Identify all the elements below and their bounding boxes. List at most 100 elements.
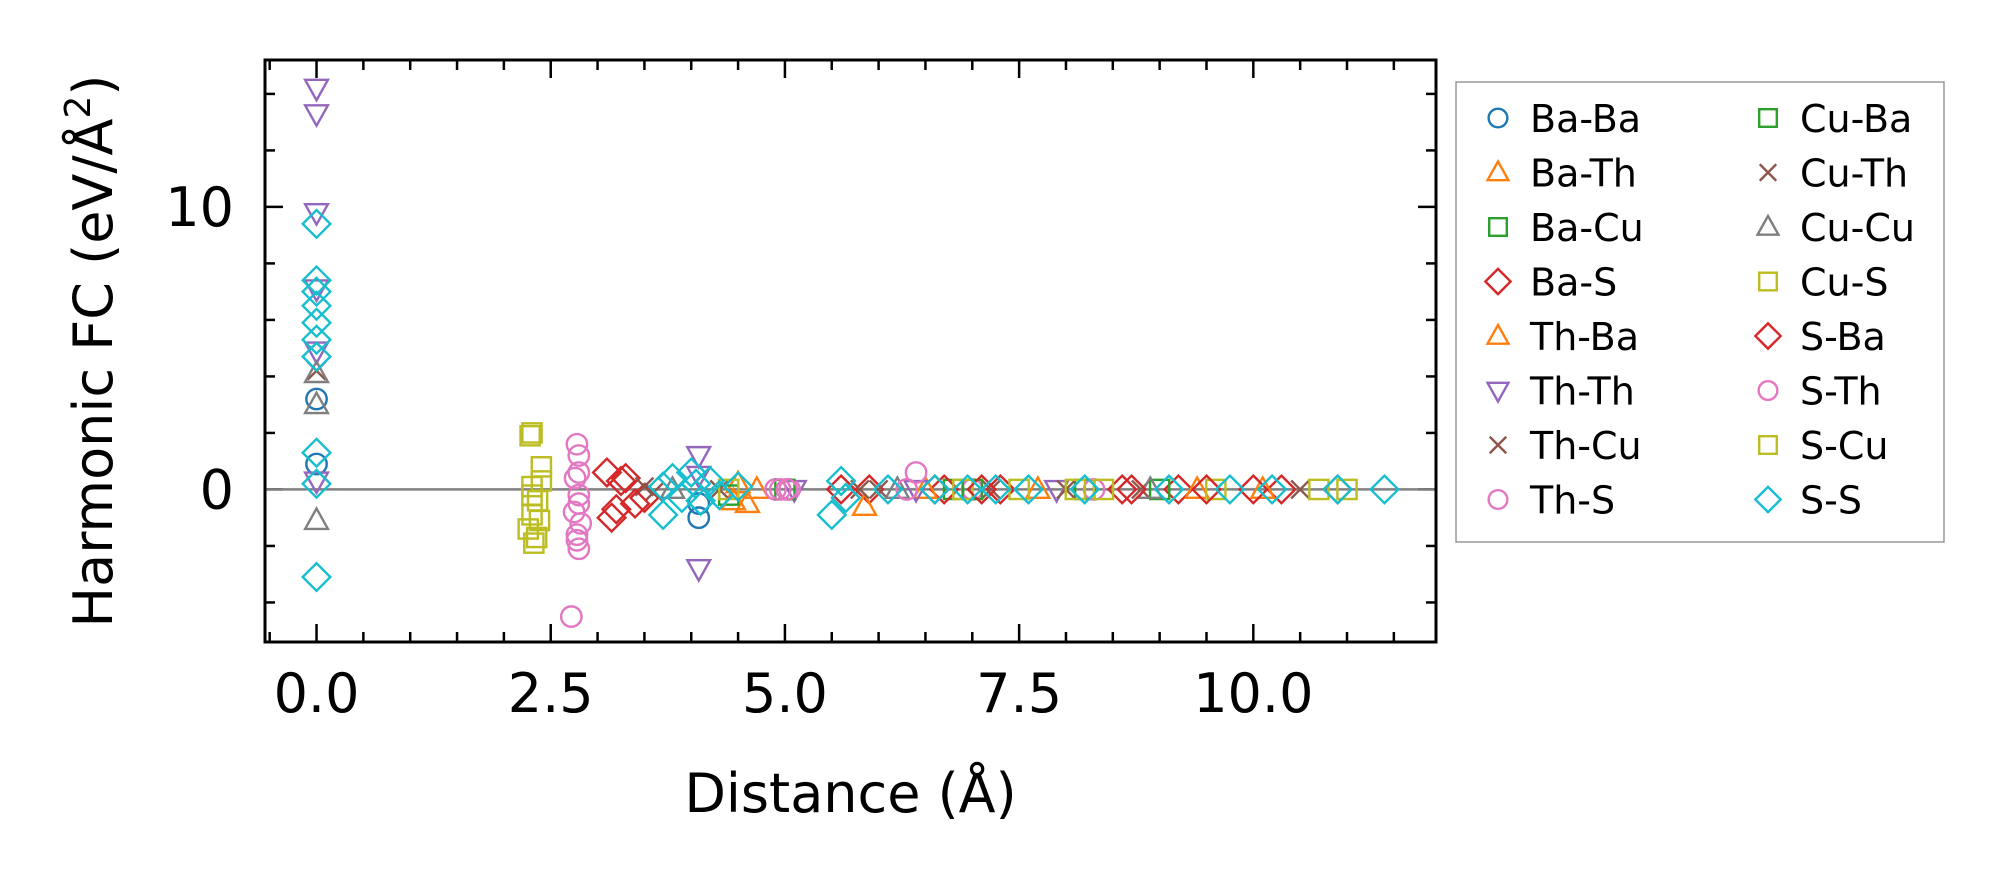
data-point-s-th xyxy=(768,478,792,501)
y-axis-title: Harmonic FC (eV/Å2) xyxy=(58,75,125,628)
y-tick-labels: 0 10 xyxy=(165,176,234,522)
legend-marker-ba-s xyxy=(1483,267,1513,296)
x-tick-label: 0.0 xyxy=(274,662,360,725)
data-point-s-s xyxy=(301,307,333,339)
data-point-th-s xyxy=(565,523,589,547)
data-point-s-s xyxy=(301,468,333,500)
y-axis-title-close: ) xyxy=(62,75,125,96)
data-point-th-ba xyxy=(911,474,939,500)
x-axis-title: Distance (Å) xyxy=(684,761,1016,825)
data-point-s-s xyxy=(301,437,333,469)
legend-label-th-cu: Th-Cu xyxy=(1529,424,1642,468)
data-point-th-th xyxy=(303,471,330,496)
legend-item-ba-ba: Ba-Ba xyxy=(1487,97,1641,141)
data-point-th-cu xyxy=(1290,479,1311,500)
series-s-s xyxy=(301,208,1400,593)
data-point-s-s xyxy=(1214,473,1246,505)
data-point-cu-s xyxy=(523,532,545,554)
data-point-cu-s xyxy=(1336,478,1358,501)
data-point-s-th xyxy=(567,461,591,484)
legend-item-ba-th: Ba-Th xyxy=(1485,152,1637,196)
legend-marker-th-cu xyxy=(1488,435,1508,455)
data-point-s-s xyxy=(952,473,984,505)
legend-marker-ba-ba xyxy=(1487,107,1509,129)
data-point-s-s xyxy=(680,468,712,500)
x-tick-label: 10.0 xyxy=(1193,662,1313,725)
axis-ticks xyxy=(265,60,1436,642)
legend-item-ba-s: Ba-S xyxy=(1483,261,1617,305)
data-point-ba-ba xyxy=(305,452,328,476)
data-point-s-s xyxy=(301,264,333,296)
data-point-cu-cu xyxy=(303,359,330,384)
legend-label-cu-th: Cu-Th xyxy=(1800,152,1908,196)
data-point-th-th xyxy=(303,279,330,304)
plot-area-frame xyxy=(263,58,1438,644)
legend-label-ba-th: Ba-Th xyxy=(1530,152,1637,196)
legend-marker-s-ba xyxy=(1753,321,1783,351)
data-point-th-s xyxy=(563,466,587,490)
legend-label-ba-cu: Ba-Cu xyxy=(1530,206,1644,250)
data-point-th-s xyxy=(567,483,591,507)
legend-item-cu-cu: Cu-Cu xyxy=(1755,206,1915,250)
legend-label-th-ba: Th-Ba xyxy=(1529,315,1639,359)
data-point-s-s xyxy=(1153,473,1185,505)
data-point-th-cu xyxy=(981,479,1001,500)
data-point-th-th xyxy=(685,558,713,584)
data-point-s-s xyxy=(825,465,857,497)
series-s-th xyxy=(565,461,919,552)
data-point-s-s xyxy=(301,290,333,322)
legend-item-cu-ba: Cu-Ba xyxy=(1757,97,1912,141)
legend-marker-cu-ba xyxy=(1757,107,1778,128)
data-point-s-cu xyxy=(521,484,543,506)
y-tick-label: 10 xyxy=(165,176,234,239)
legend-marker-s-cu xyxy=(1757,435,1778,456)
legend-marker-cu-s xyxy=(1757,271,1778,292)
x-tick-label: 5.0 xyxy=(742,662,828,725)
data-point-cu-s xyxy=(1064,478,1087,501)
data-point-s-s xyxy=(830,482,862,514)
data-point-cu-th xyxy=(868,479,889,500)
y-axis-title-superscript: 2 xyxy=(58,96,99,119)
data-point-th-s xyxy=(565,432,589,456)
data-point-cu-s xyxy=(519,424,541,447)
y-axis-title-main: Harmonic FC (eV/Å xyxy=(61,118,125,627)
data-point-s-s xyxy=(301,276,333,308)
data-point-cu-cu xyxy=(303,390,330,415)
data-point-th-ba xyxy=(1024,474,1052,500)
legend-label-s-th: S-Th xyxy=(1800,370,1882,414)
data-point-s-cu xyxy=(1092,478,1115,501)
data-point-th-ba xyxy=(851,491,878,516)
legend-item-th-s: Th-S xyxy=(1487,479,1615,523)
data-point-cu-s xyxy=(521,422,543,444)
data-point-th-ba xyxy=(1183,474,1211,500)
legend-item-s-ba: S-Ba xyxy=(1753,315,1886,359)
data-point-s-ba xyxy=(605,465,637,497)
data-point-s-s xyxy=(301,208,333,240)
legend-item-th-ba: Th-Ba xyxy=(1485,315,1639,359)
legend-frame xyxy=(1455,81,1945,543)
legend-item-cu-s: Cu-S xyxy=(1757,261,1888,305)
legend-item-th-th: Th-Th xyxy=(1485,370,1635,414)
legend-marker-th-ba xyxy=(1485,322,1511,345)
data-point-ba-ba xyxy=(687,506,711,530)
legend-marker-th-s xyxy=(1487,488,1509,511)
legend-label-cu-cu: Cu-Cu xyxy=(1800,206,1915,250)
legend-label-ba-ba: Ba-Ba xyxy=(1530,97,1641,141)
legend-item-ba-cu: Ba-Cu xyxy=(1487,206,1644,250)
y-tick-label: 0 xyxy=(200,458,234,521)
data-point-s-th xyxy=(775,478,799,501)
legend-item-s-cu: S-Cu xyxy=(1757,424,1888,468)
legend-marker-s-s xyxy=(1753,485,1783,514)
legend-label-s-cu: S-Cu xyxy=(1800,424,1888,468)
data-point-th-th xyxy=(303,78,330,103)
data-point-s-th xyxy=(567,492,591,515)
data-point-s-s xyxy=(675,456,707,488)
legend-item-cu-th: Cu-Th xyxy=(1758,152,1908,196)
data-point-s-ba xyxy=(591,456,623,488)
data-point-th-s xyxy=(559,605,583,628)
data-point-s-s xyxy=(872,473,904,505)
legend: Ba-Ba Ba-Th Ba-Cu Ba-S Th-Ba Th-Th Th-Cu Th-S Cu… xyxy=(1455,81,1945,543)
data-point-s-s xyxy=(301,341,333,373)
data-point-s-s xyxy=(1256,473,1288,505)
data-point-s-ba xyxy=(966,473,998,505)
